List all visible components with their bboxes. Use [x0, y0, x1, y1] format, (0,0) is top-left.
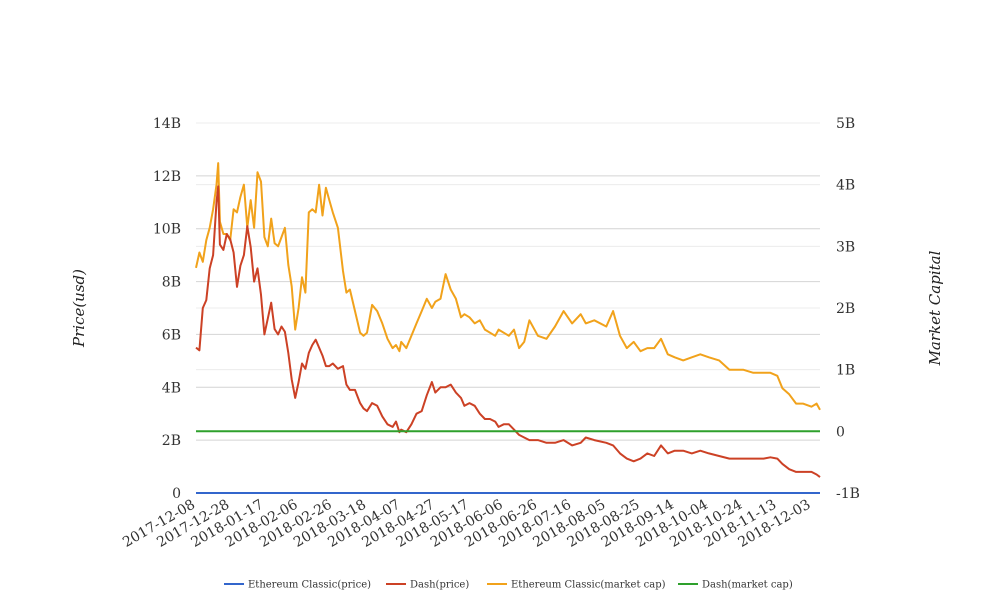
y-right-tick-label: 3B [836, 239, 855, 255]
y-left-axis-title: Price(usd) [70, 269, 88, 348]
legend-label: Dash(market cap) [702, 580, 793, 591]
y-right-tick-labels: -1B 0 1B 2B 3B 4B 5B [836, 116, 860, 502]
y-right-axis-title: Market Capital [926, 250, 944, 366]
y-left-tick-label: 6B [162, 327, 181, 343]
grid-lines [196, 122, 820, 494]
y-right-tick-label: 5B [836, 116, 855, 132]
y-right-tick-label: -1B [836, 486, 860, 502]
y-right-tick-label: 1B [836, 363, 855, 379]
y-left-tick-label: 14B [153, 116, 181, 132]
series-lines [195, 162, 821, 494]
y-left-tick-label: 0 [172, 486, 181, 502]
y-left-tick-label: 4B [162, 380, 181, 396]
y-left-tick-label: 2B [162, 433, 181, 449]
y-right-tick-label: 4B [836, 178, 855, 194]
y-left-tick-label: 10B [153, 222, 181, 238]
y-left-tick-label: 8B [162, 275, 181, 291]
series-line-dash-price [195, 185, 821, 478]
legend-label: Ethereum Classic(market cap) [511, 580, 666, 591]
legend-label: Dash(price) [410, 580, 469, 591]
legend: Ethereum Classic(price) Dash(price) Ethere… [224, 580, 793, 591]
series-line-ethereum-classic-market-cap [195, 162, 821, 411]
y-right-tick-label: 0 [836, 424, 845, 440]
y-right-tick-label: 2B [836, 301, 855, 317]
legend-label: Ethereum Classic(price) [248, 580, 371, 591]
y-left-tick-label: 12B [153, 169, 181, 185]
y-left-tick-labels: 0 2B 4B 6B 8B 10B 12B 14B [153, 116, 181, 502]
x-tick-labels: 2017-12-082017-12-282018-01-172018-02-06… [120, 497, 813, 551]
